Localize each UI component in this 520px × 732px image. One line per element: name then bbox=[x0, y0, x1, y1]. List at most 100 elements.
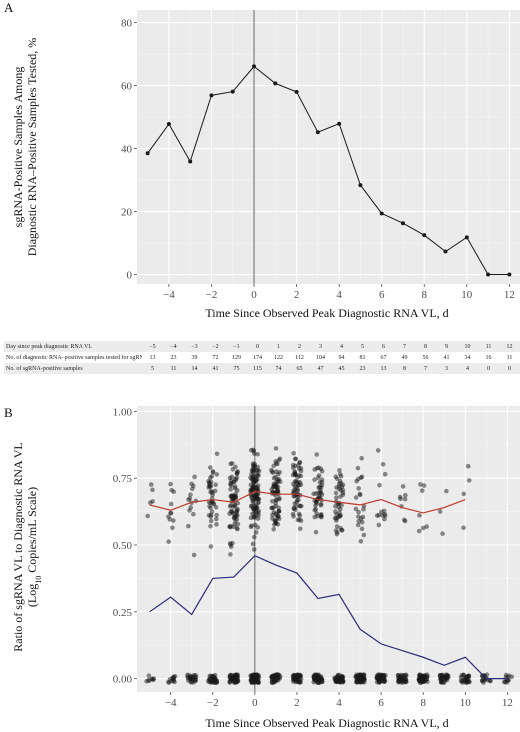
panel-b-sample-point bbox=[271, 526, 276, 532]
panel-b-sample-point bbox=[421, 677, 427, 683]
panel-b-sample-point bbox=[255, 468, 261, 473]
panel-b-sample-point bbox=[333, 474, 339, 480]
panel-b-sample-point bbox=[356, 514, 361, 519]
panel-b-sample-point bbox=[361, 507, 366, 512]
panel-b-sample-point bbox=[169, 487, 174, 493]
table-cell: 11 bbox=[478, 341, 499, 352]
table-cell: 6 bbox=[373, 341, 394, 352]
panel-b-sample-point bbox=[228, 502, 234, 508]
panel-b-x-tick-label: 6 bbox=[378, 697, 384, 709]
panel-b-sample-points bbox=[144, 446, 515, 685]
panel-b-sample-point bbox=[297, 526, 303, 531]
panel-a-percent-point bbox=[464, 235, 469, 240]
panel-b-sample-point bbox=[228, 509, 234, 514]
panel-b-sample-point bbox=[252, 534, 257, 540]
panel-b-sample-point bbox=[248, 487, 254, 493]
panel-b-sample-point bbox=[213, 504, 219, 510]
panel-a-y-tick-label: 40 bbox=[121, 144, 133, 156]
panel-b-sample-point bbox=[418, 482, 423, 487]
panel-b-sample-point bbox=[192, 474, 197, 480]
panel-b-sample-point bbox=[335, 530, 340, 535]
table-cell: 7 bbox=[394, 341, 415, 352]
panel-a-percent-point bbox=[294, 89, 299, 94]
panel-b-sample-point bbox=[253, 530, 259, 535]
panel-b-sample-point bbox=[358, 679, 363, 684]
table-cell: 23 bbox=[352, 363, 373, 374]
panel-b-sample-point bbox=[506, 673, 512, 679]
table-cell: 56 bbox=[415, 352, 436, 363]
panel-b-sample-point bbox=[250, 511, 255, 517]
table-cell: 13 bbox=[373, 363, 394, 374]
panel-b-sample-point bbox=[466, 679, 472, 684]
panel-b-sample-point bbox=[480, 677, 486, 682]
panel-b-sample-point bbox=[318, 466, 324, 472]
panel-b-sample-point bbox=[294, 480, 300, 485]
table-cell: 115 bbox=[247, 363, 268, 374]
panel-b-sample-point bbox=[210, 492, 215, 498]
panel-b-sample-point bbox=[298, 518, 304, 524]
panel-b-sample-point bbox=[360, 514, 366, 520]
table-cell: 4 bbox=[331, 341, 352, 352]
panel-b-sample-point bbox=[292, 470, 298, 475]
panel-b-sample-point bbox=[148, 482, 154, 487]
panel-b-sample-point bbox=[254, 504, 260, 510]
panel-b-sample-point bbox=[276, 495, 282, 501]
panel-b-sample-point bbox=[233, 675, 239, 680]
panel-a-x-axis-title: Time Since Observed Peak Diagnostic RNA … bbox=[205, 306, 448, 320]
panel-b-sample-point bbox=[336, 484, 342, 489]
panel-b-sample-point bbox=[253, 673, 259, 679]
panel-a-percent-line bbox=[147, 65, 510, 276]
panel-b-x-tick-label: 4 bbox=[336, 697, 342, 709]
panel-b-y-tick-label: 0.75 bbox=[113, 473, 133, 485]
panel-b-y-tick-label: 0.50 bbox=[113, 540, 133, 552]
panel-b-sample-point bbox=[255, 451, 260, 457]
panel-b-sample-point bbox=[333, 490, 339, 496]
panel-a-percent-point bbox=[188, 159, 193, 164]
panel-b-y-tick-label: 1.00 bbox=[113, 406, 133, 418]
panel-b-sample-point bbox=[269, 677, 275, 682]
panel-b-sample-point bbox=[377, 680, 382, 685]
panel-b-sample-point bbox=[273, 446, 279, 451]
panel-b-sample-point bbox=[337, 510, 342, 516]
table-cell: 81 bbox=[352, 352, 373, 363]
panel-b-sample-point bbox=[361, 503, 367, 509]
panel-b-sample-point bbox=[417, 513, 422, 518]
table-cell: 8 bbox=[394, 363, 415, 374]
panel-b-sample-point bbox=[465, 673, 471, 679]
panel-b-overall-mean-line bbox=[149, 554, 508, 680]
panel-b-y-tick-label: 0.25 bbox=[113, 607, 133, 619]
panel-a-x-tick-label: 8 bbox=[422, 289, 428, 301]
counts-table: Day since peak diagnostic RNA VL −5 −4 −3 −2… bbox=[4, 341, 520, 374]
panel-b-sample-point bbox=[333, 503, 338, 509]
table-cell: 9 bbox=[436, 341, 457, 352]
panel-b-sample-point bbox=[229, 493, 235, 499]
panel-b-sample-point bbox=[256, 512, 261, 518]
panel-b-sample-point bbox=[298, 680, 303, 685]
panel-a-percent-point bbox=[315, 130, 320, 135]
table-cell: −1 bbox=[226, 341, 247, 352]
panel-b-sample-point bbox=[403, 492, 408, 498]
panel-b-sample-point bbox=[460, 680, 465, 685]
panel-b-sample-point bbox=[380, 461, 386, 467]
panel-a-x-tick-label: 2 bbox=[294, 289, 300, 301]
panel-b-sample-point bbox=[333, 679, 339, 685]
table-cell: 104 bbox=[310, 352, 331, 363]
panel-b-sample-point bbox=[402, 518, 408, 524]
table-cell: 94 bbox=[331, 352, 352, 363]
panel-b-sample-point bbox=[168, 501, 174, 507]
panel-a-percent-point bbox=[358, 183, 363, 188]
panel-b-sample-point bbox=[252, 461, 257, 467]
panel-b-sample-point bbox=[209, 488, 214, 494]
panel-b-sample-point bbox=[416, 677, 422, 682]
panel-a-percent-point bbox=[337, 121, 342, 126]
panel-b-sample-point bbox=[313, 503, 318, 509]
panel-b-sample-point bbox=[166, 539, 172, 544]
panel-b-sample-point bbox=[214, 451, 220, 457]
panel-b-sample-point bbox=[170, 525, 175, 531]
panel-b-sample-point bbox=[229, 461, 235, 466]
panel-b-sample-point bbox=[232, 486, 238, 491]
panel-b-x-tick-label: 8 bbox=[420, 697, 426, 709]
panel-a-percent-point bbox=[486, 272, 491, 277]
panel-b-sample-point bbox=[210, 674, 216, 679]
panel-b-sample-point bbox=[334, 524, 340, 529]
